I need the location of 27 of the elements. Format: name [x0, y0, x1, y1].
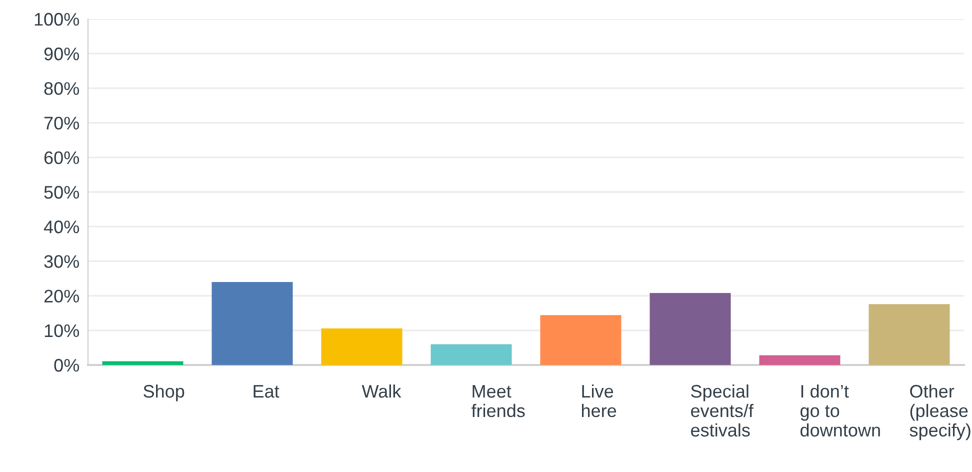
bar [321, 328, 402, 365]
x-tick-label: Meet friends [472, 385, 525, 418]
y-tick-label: 10% [44, 324, 80, 338]
y-tick-label: 50% [44, 186, 80, 199]
x-tick-label: Eat [254, 385, 280, 398]
bar [759, 355, 840, 365]
y-tick-label: 30% [44, 255, 80, 268]
x-tick-label: Special events/f estivals [691, 384, 754, 437]
y-tick-label: 20% [44, 290, 80, 303]
bar [868, 304, 950, 365]
x-tick-label: Shop [144, 384, 184, 402]
bar [540, 315, 622, 365]
bar [430, 344, 512, 365]
y-tick-label: 0% [54, 358, 80, 372]
y-tick-label: 60% [44, 151, 80, 164]
y-tick-label: 40% [44, 220, 80, 234]
x-tick-label: I don’t go to downtown [800, 384, 880, 437]
y-tick-label: 90% [44, 48, 80, 60]
bar [212, 282, 293, 365]
y-tick-label: 100% [34, 12, 80, 26]
bar [102, 361, 184, 365]
y-tick-label: 80% [44, 82, 80, 95]
x-tick-label: Other (please specify) [910, 384, 970, 440]
x-tick-label: Live here [582, 384, 616, 418]
bar [650, 293, 731, 365]
y-tick-label: 70% [44, 116, 80, 130]
x-tick-label: Walk [362, 384, 402, 398]
